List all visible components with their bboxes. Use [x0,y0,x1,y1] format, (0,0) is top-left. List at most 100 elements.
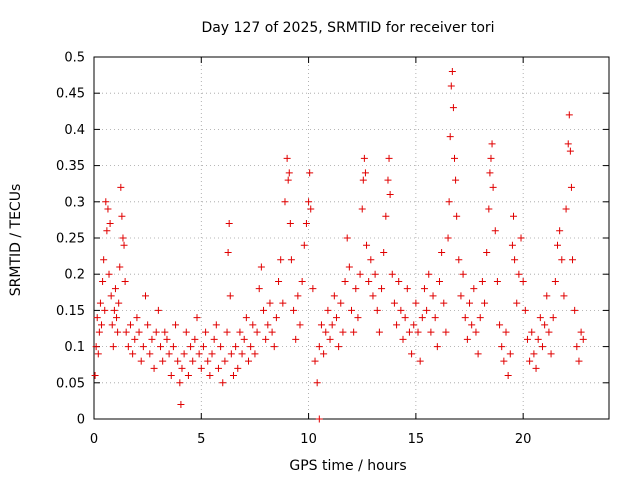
data-point [317,321,325,329]
y-tick-label: 0.15 [56,304,85,319]
y-tick-label: 0.35 [56,159,85,174]
data-point [564,140,572,148]
data-point [227,350,235,358]
data-point [253,328,261,336]
data-point [95,328,103,336]
data-point [442,328,450,336]
data-point [202,328,210,336]
data-point [384,176,392,184]
data-point [165,350,173,358]
data-point [388,270,396,278]
data-point [478,277,486,285]
data-point [124,343,132,351]
data-point [148,335,156,343]
data-point [521,306,529,314]
data-point [523,335,531,343]
data-point [121,277,129,285]
data-point [510,212,518,220]
data-point [118,212,126,220]
data-point [440,299,448,307]
data-point [446,133,454,141]
y-tick-label: 0.3 [64,195,85,210]
data-point [105,270,113,278]
data-point [515,270,523,278]
data-point [236,328,244,336]
data-point [485,205,493,213]
data-point [154,306,162,314]
data-point [577,328,585,336]
data-point [435,277,443,285]
data-point [187,343,195,351]
data-point [502,328,510,336]
data-point [163,335,171,343]
data-point [249,321,257,329]
data-point [356,270,364,278]
data-point [119,234,127,242]
data-point [567,183,575,191]
y-tick-label: 0.05 [56,376,85,391]
data-point [451,154,458,162]
y-axis-label: SRMTID / TECUs [8,184,24,297]
x-tick-label: 0 [90,432,98,447]
data-point [189,357,197,365]
data-point [483,248,491,256]
data-point [139,343,147,351]
data-point [405,328,413,336]
data-point [122,328,130,336]
data-point [393,321,401,329]
data-point [395,277,403,285]
data-point [117,183,125,191]
data-point [513,299,521,307]
data-point [506,350,514,358]
data-point [206,372,214,380]
data-point [401,314,409,322]
data-point [565,111,573,119]
data-point [135,328,143,336]
data-point [182,328,190,336]
data-point [345,263,353,271]
data-point [133,314,141,322]
data-point [240,335,248,343]
data-point [92,343,100,351]
data-point [110,306,118,314]
x-tick-label: 15 [408,432,425,447]
data-point [363,241,371,249]
data-point [100,256,108,264]
data-point [341,277,349,285]
x-tick-label: 10 [300,432,317,447]
data-point [579,335,587,343]
data-point [373,306,381,314]
data-point [348,306,355,314]
data-point [332,314,340,322]
data-point [420,285,428,293]
data-point [500,357,508,365]
data-point [279,299,287,307]
data-point [281,198,289,206]
data-point [292,335,300,343]
data-point [468,321,476,329]
data-point [562,205,570,213]
data-point [397,306,405,314]
data-point [543,292,551,300]
data-point [352,285,360,293]
data-point [234,364,242,372]
y-tick-label: 0.45 [56,87,85,102]
data-point [226,292,234,300]
data-point [305,198,313,206]
data-point [172,321,180,329]
data-point [339,328,347,336]
data-point [96,299,104,307]
data-point [526,357,534,365]
data-point [448,67,456,75]
data-point [498,343,506,351]
data-point [335,343,343,351]
data-point [313,379,321,387]
data-point [493,277,501,285]
data-point [224,248,232,256]
data-point [449,104,457,112]
data-point [403,285,411,293]
data-point [298,277,306,285]
data-point [455,256,463,264]
data-point [350,328,358,336]
data-point [472,328,480,336]
